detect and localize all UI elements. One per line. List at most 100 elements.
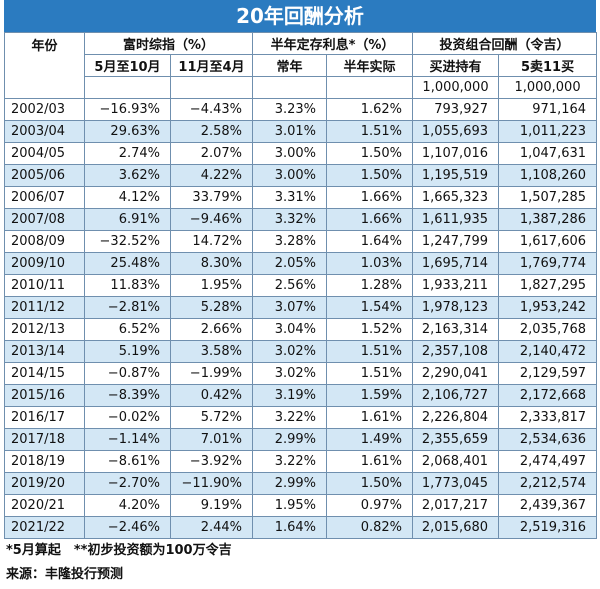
table-cell: 2018/19 (4, 450, 85, 473)
table-cell: 1,108,260 (498, 164, 598, 187)
table-cell: 2,519,316 (498, 516, 598, 539)
table-cell: 1.64% (252, 516, 327, 539)
table-row: 2020/21 4.20% 9.19% 1.95% 0.97% 2,017,217 2,43… (4, 494, 598, 517)
table-cell: 1.52% (325, 318, 414, 341)
header-cell: 1,000,000 (412, 76, 500, 99)
table-cell: −2.46% (84, 516, 171, 539)
table-cell: 2.58% (170, 120, 253, 143)
table-row: 2019/20 −2.70% −11.90% 2.99% 1.50% 1,773,045 2… (4, 472, 598, 495)
empty-cell (170, 76, 253, 99)
table-cell: 2,226,804 (412, 406, 500, 429)
table-cell: 5.19% (84, 340, 171, 363)
table-cell: 1.51% (325, 120, 414, 143)
panel: 20年回酬分析 年份 富时综指（%） 半年定存利息*（%） 投资组合回酬（令吉） 5月至… (4, 0, 598, 587)
table-cell: 1.66% (325, 186, 414, 209)
table-cell: 1.62% (325, 98, 414, 121)
table-cell: 1.50% (325, 142, 414, 165)
table-cell: 2010/11 (4, 274, 85, 297)
table-cell: −9.46% (170, 208, 253, 231)
table-cell: 2021/22 (4, 516, 85, 539)
header-cell: 半年实际 (325, 54, 414, 77)
header-cell: 投资组合回酬（令吉） (412, 32, 598, 55)
table-cell: 29.63% (84, 120, 171, 143)
table-cell: 1,933,211 (412, 274, 500, 297)
table-cell: 2005/06 (4, 164, 85, 187)
table-cell: −1.99% (170, 362, 253, 385)
table-cell: 1.50% (325, 164, 414, 187)
table-cell: 1,769,774 (498, 252, 598, 275)
table-cell: 1,773,045 (412, 472, 500, 495)
table-row: 2011/12 −2.81% 5.28% 3.07% 1.54% 1,978,123 1,9… (4, 296, 598, 319)
table-cell: 3.01% (252, 120, 327, 143)
table-cell: 2013/14 (4, 340, 85, 363)
table-cell: −8.39% (84, 384, 171, 407)
table-cell: 2,474,497 (498, 450, 598, 473)
table-cell: 2.56% (252, 274, 327, 297)
table-cell: 2,017,217 (412, 494, 500, 517)
table-cell: 1,507,285 (498, 186, 598, 209)
table-cell: 1.66% (325, 208, 414, 231)
table-cell: 2.44% (170, 516, 253, 539)
table-cell: 1.95% (170, 274, 253, 297)
header-row: 1,000,000 1,000,000 (5, 76, 598, 99)
table-cell: 3.00% (252, 164, 327, 187)
table-cell: 33.79% (170, 186, 253, 209)
table-cell: 2,333,817 (498, 406, 598, 429)
table-cell: 2,355,659 (412, 428, 500, 451)
header-cell: 常年 (252, 54, 327, 77)
table-cell: 1,827,295 (498, 274, 598, 297)
table-cell: 3.04% (252, 318, 327, 341)
table-cell: 1.03% (325, 252, 414, 275)
table-title: 20年回酬分析 (4, 0, 596, 32)
table-cell: 1.61% (325, 450, 414, 473)
table-cell: −3.92% (170, 450, 253, 473)
header-cell: 11月至4月 (170, 54, 253, 77)
table-cell: 3.31% (252, 186, 327, 209)
table-cell: 2011/12 (4, 296, 85, 319)
table-cell: −8.61% (84, 450, 171, 473)
table-cell: 2,068,401 (412, 450, 500, 473)
table-cell: 3.62% (84, 164, 171, 187)
table-cell: 2,290,041 (412, 362, 500, 385)
table-cell: 1,611,935 (412, 208, 500, 231)
empty-cell (325, 76, 414, 99)
table-cell: 3.02% (252, 340, 327, 363)
table-cell: 2012/13 (4, 318, 85, 341)
table-cell: 2,015,680 (412, 516, 500, 539)
table-cell: −32.52% (84, 230, 171, 253)
table-row: 2017/18 −1.14% 7.01% 2.99% 1.49% 2,355,659 2,5… (4, 428, 598, 451)
table-cell: 25.48% (84, 252, 171, 275)
table-cell: 2,212,574 (498, 472, 598, 495)
table-cell: 2015/16 (4, 384, 85, 407)
table-cell: 793,927 (412, 98, 500, 121)
table-cell: 1,247,799 (412, 230, 500, 253)
table-cell: 1.95% (252, 494, 327, 517)
table-cell: −11.90% (170, 472, 253, 495)
table-cell: 3.22% (252, 450, 327, 473)
table-cell: 6.91% (84, 208, 171, 231)
table-row: 2021/22 −2.46% 2.44% 1.64% 0.82% 2,015,680 2,5… (4, 516, 598, 539)
table-cell: 14.72% (170, 230, 253, 253)
table-row: 2015/16 −8.39% 0.42% 3.19% 1.59% 2,106,727 2,1… (4, 384, 598, 407)
table-cell: 2014/15 (4, 362, 85, 385)
table-cell: 2,140,472 (498, 340, 598, 363)
table-row: 2003/04 29.63% 2.58% 3.01% 1.51% 1,055,693 1,0… (4, 120, 598, 143)
header-cell: 5月至10月 (84, 54, 171, 77)
table-cell: 1,195,519 (412, 164, 500, 187)
table-cell: 2008/09 (4, 230, 85, 253)
table-cell: 1.51% (325, 362, 414, 385)
table-cell: −2.70% (84, 472, 171, 495)
table-row: 2009/10 25.48% 8.30% 2.05% 1.03% 1,695,714 1,7… (4, 252, 598, 275)
table-cell: 1.28% (325, 274, 414, 297)
table-cell: −1.14% (84, 428, 171, 451)
table-row: 2007/08 6.91% −9.46% 3.32% 1.66% 1,611,935 1,3… (4, 208, 598, 231)
table-row: 2018/19 −8.61% −3.92% 3.22% 1.61% 2,068,401 2,… (4, 450, 598, 473)
table-cell: 2,439,367 (498, 494, 598, 517)
table-cell: 7.01% (170, 428, 253, 451)
table-cell: 0.42% (170, 384, 253, 407)
table-cell: 2,163,314 (412, 318, 500, 341)
header-cell: 富时综指（%） (84, 32, 253, 55)
empty-cell (84, 76, 171, 99)
table-cell: 2,035,768 (498, 318, 598, 341)
